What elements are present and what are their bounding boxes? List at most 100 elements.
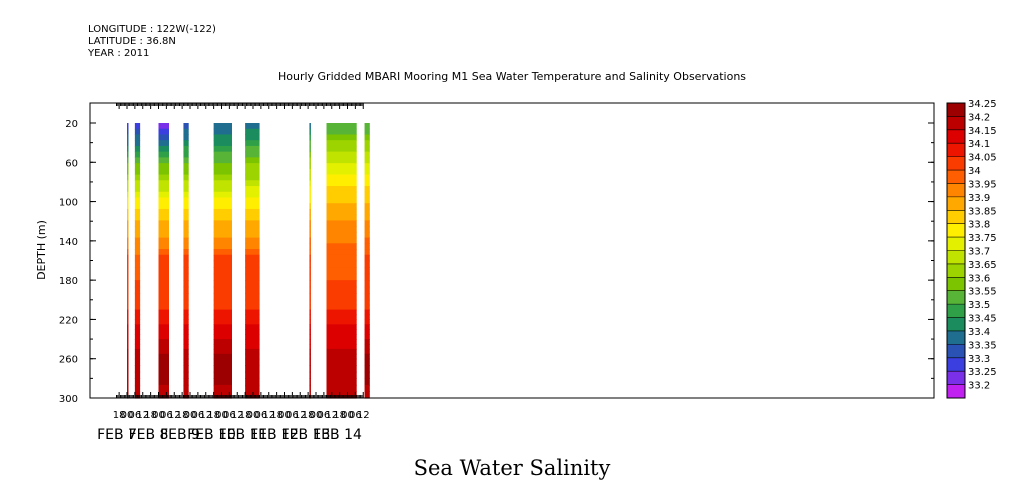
data-cell [134, 151, 141, 158]
data-cell [183, 231, 189, 239]
data-cell [158, 304, 169, 311]
data-cell [364, 157, 370, 164]
data-cell [309, 334, 311, 340]
data-cell [364, 151, 370, 158]
data-cell [245, 391, 260, 399]
data-cell [134, 384, 141, 393]
x-hour-label: 12 [325, 410, 338, 421]
axes: 2060100140180220260300180006121800061218… [59, 103, 934, 443]
data-cell [245, 280, 260, 288]
data-cell [245, 286, 260, 294]
data-cell [309, 260, 311, 268]
data-cell [245, 237, 260, 244]
data-cell [309, 186, 311, 193]
data-cell [127, 128, 129, 136]
data-cell [158, 214, 169, 221]
y-tick-label: 260 [59, 355, 78, 366]
data-cell [183, 186, 189, 193]
data-cell [134, 134, 141, 141]
data-cell [309, 339, 311, 345]
data-cell [309, 226, 311, 233]
data-cell [309, 231, 311, 239]
x-hour-label: 12 [231, 410, 244, 421]
data-cell [158, 384, 169, 393]
colorbar-label: 34.25 [968, 99, 997, 110]
y-tick-label: 220 [59, 315, 78, 326]
colorbar-swatch [947, 196, 965, 211]
colorbar-swatch [947, 263, 965, 278]
data-cell [134, 319, 141, 325]
data-cell [309, 324, 311, 330]
colorbar-label: 34 [968, 166, 981, 177]
data-cell [245, 309, 260, 316]
data-cell [245, 358, 260, 366]
data-cell [326, 260, 357, 268]
data-cell [309, 384, 311, 393]
data-cell [326, 231, 357, 239]
data-cell [158, 191, 169, 199]
data-cell [213, 353, 232, 360]
data-cell [309, 197, 311, 204]
colorbar-swatch [947, 371, 965, 386]
data-cell [326, 384, 357, 393]
data-cell [326, 319, 357, 325]
data-cell [127, 267, 129, 275]
data-block [127, 123, 129, 399]
data-cell [309, 243, 311, 250]
x-day-label: FEB 10 [187, 427, 236, 443]
x-hour-label: 18 [302, 410, 315, 421]
data-cell [134, 168, 141, 176]
data-cell [127, 180, 129, 187]
data-cell [183, 371, 189, 379]
data-cell [213, 191, 232, 199]
data-cell [127, 319, 129, 325]
data-cell [364, 220, 370, 227]
data-cell [183, 319, 189, 325]
data-cell [183, 157, 189, 164]
data-cell [364, 237, 370, 244]
data-cell [158, 353, 169, 360]
data-cell [245, 273, 260, 281]
data-cell [134, 378, 141, 386]
data-cell [364, 163, 370, 170]
data-cell [309, 174, 311, 181]
data-cell [326, 371, 357, 379]
data-cell [245, 168, 260, 176]
data-cell [183, 334, 189, 340]
data-cell [364, 304, 370, 311]
data-cell [127, 191, 129, 199]
data-cell [245, 123, 260, 130]
data-cell [183, 174, 189, 181]
data-cell [213, 304, 232, 311]
data-cell [309, 286, 311, 294]
data-cell [127, 134, 129, 141]
colorbar-label: 33.45 [968, 314, 997, 325]
data-cell [158, 339, 169, 345]
colorbar-label: 34.1 [968, 139, 990, 150]
data-cell [364, 214, 370, 221]
x-hour-label: 00 [310, 410, 323, 421]
data-cell [213, 243, 232, 250]
data-cell [245, 191, 260, 199]
data-cell [127, 343, 129, 350]
data-cell [245, 214, 260, 221]
colorbar-label: 34.05 [968, 153, 997, 164]
x-hour-label: 06 [223, 410, 236, 421]
data-cell [183, 151, 189, 158]
data-cell [183, 180, 189, 187]
data-cell [127, 324, 129, 330]
data-cell [309, 140, 311, 147]
data-cell [127, 254, 129, 262]
data-cell [245, 304, 260, 311]
data-cell [213, 134, 232, 141]
data-cell [158, 324, 169, 330]
data-cell [309, 168, 311, 176]
data-cell [309, 353, 311, 360]
data-cell [183, 299, 189, 306]
x-hour-label: 18 [207, 410, 220, 421]
data-cell [158, 254, 169, 262]
data-cell [158, 293, 169, 301]
data-cell [364, 339, 370, 345]
x-hour-label: 12 [262, 410, 275, 421]
data-cell [309, 319, 311, 325]
